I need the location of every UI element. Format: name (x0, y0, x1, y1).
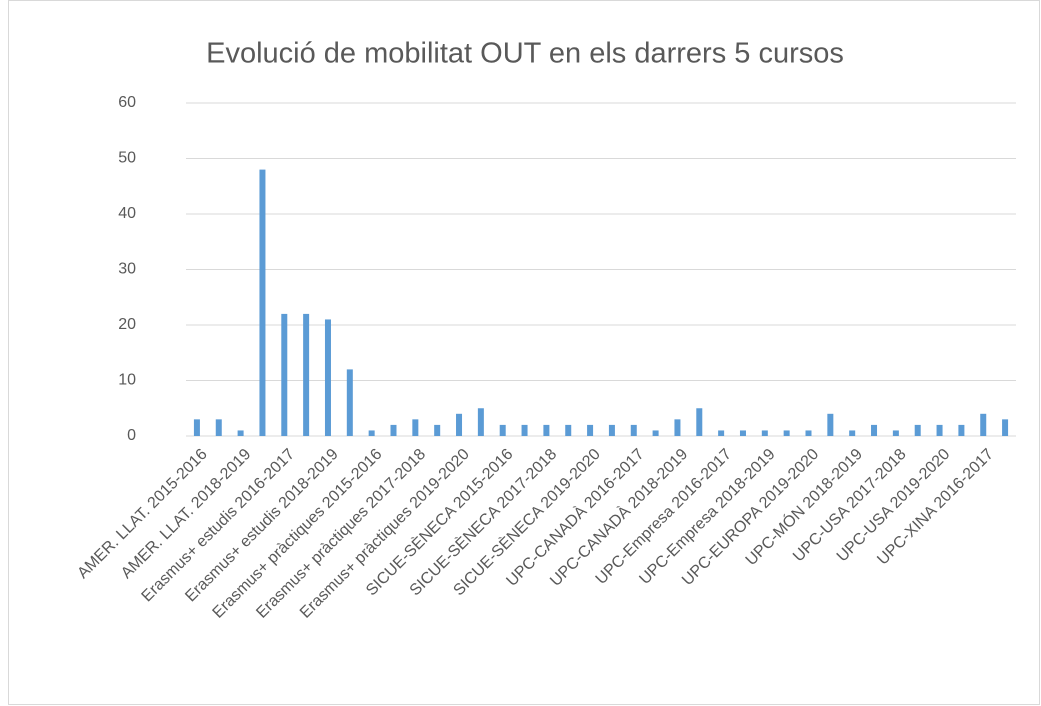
bar (587, 424, 594, 436)
bar (303, 313, 310, 436)
bar (521, 424, 528, 436)
chart-title: Evolució de mobilitat OUT en els darrers… (206, 38, 844, 70)
bar (237, 430, 244, 436)
bar (696, 408, 703, 436)
bar (193, 419, 200, 436)
bar (477, 408, 484, 436)
bar (827, 413, 834, 436)
bar (958, 424, 965, 436)
bar (499, 424, 506, 436)
bar (368, 430, 375, 436)
bar (871, 424, 878, 436)
y-tick-label: 50 (118, 150, 136, 167)
bar (215, 419, 222, 436)
bar (281, 313, 288, 436)
bar (456, 413, 463, 436)
bar (805, 430, 812, 436)
y-tick-label: 40 (118, 205, 136, 222)
y-tick-label: 30 (118, 261, 136, 278)
bar (346, 369, 353, 436)
y-tick-label: 10 (118, 372, 136, 389)
bar (652, 430, 659, 436)
y-tick-label: 0 (127, 427, 136, 444)
bar (259, 169, 266, 436)
bar (980, 413, 987, 436)
y-tick-label: 60 (118, 94, 136, 111)
bar (892, 430, 899, 436)
bar (914, 424, 921, 436)
bar (761, 430, 768, 436)
bar (718, 430, 725, 436)
bar (630, 424, 637, 436)
bar (1002, 419, 1009, 436)
bar (543, 424, 550, 436)
bar (565, 424, 572, 436)
bar (739, 430, 746, 436)
bar (674, 419, 681, 436)
bar (849, 430, 856, 436)
bar (783, 430, 790, 436)
bar (608, 424, 615, 436)
y-tick-label: 20 (118, 316, 136, 333)
bar (412, 419, 419, 436)
bar (390, 424, 397, 436)
bar (324, 319, 331, 436)
bar (434, 424, 441, 436)
chart-border (8, 0, 1040, 705)
bar (936, 424, 943, 436)
